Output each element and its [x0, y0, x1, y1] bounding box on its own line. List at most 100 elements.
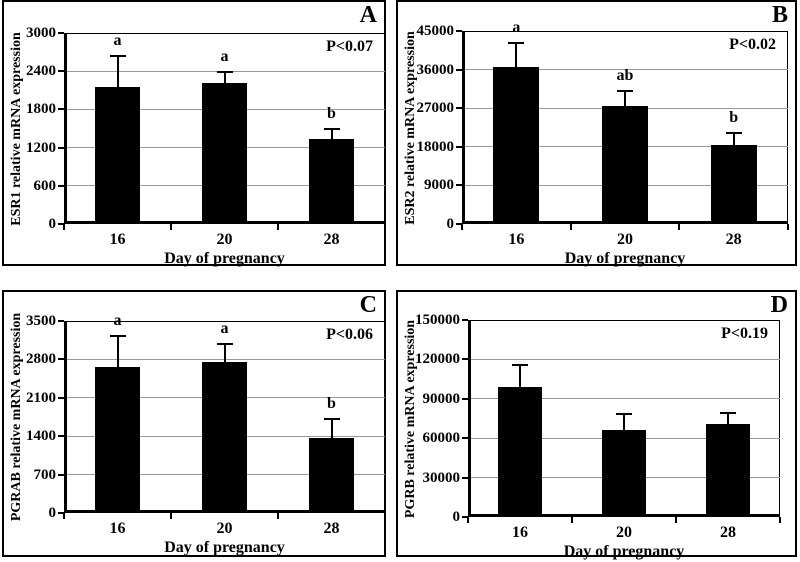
x-tick-mark	[678, 224, 681, 230]
x-tick-label: 20	[216, 520, 233, 537]
y-tick-label: 60000	[422, 430, 461, 447]
y-tick-label: 2400	[26, 63, 56, 80]
y-tick-label: 600	[33, 177, 57, 194]
y-tick-label: 1800	[26, 101, 56, 118]
error-bar-cap	[725, 132, 742, 135]
panel-C: C PGRAB relative mRNA expression P<0.06 …	[2, 290, 386, 557]
y-tick-label: 0	[48, 505, 57, 521]
x-tick-mark	[277, 224, 279, 230]
x-tick-label: 20	[617, 231, 633, 248]
error-bar	[515, 42, 518, 67]
plot-area: P<0.06 a a b	[64, 312, 385, 513]
y-tick-mark	[462, 437, 468, 440]
significance-letter: a	[220, 47, 229, 65]
plot-border-top	[462, 31, 788, 32]
y-tick-mark	[456, 223, 462, 225]
p-value-annotation: P<0.02	[729, 36, 776, 53]
y-axis-label: ESR1 relative mRNA expression	[9, 31, 25, 226]
y-tick-mark	[58, 108, 64, 111]
y-tick-label: 0	[452, 509, 461, 525]
bar	[309, 139, 354, 224]
y-tick-label: 45000	[416, 23, 455, 39]
error-bar-cap	[323, 127, 340, 130]
y-tick-label: 3000	[26, 25, 56, 41]
y-tick-label: 1400	[26, 428, 56, 445]
y-tick-mark	[462, 397, 468, 400]
x-tick-mark	[569, 224, 572, 230]
bar	[95, 87, 140, 224]
error-bar-cap	[109, 335, 126, 338]
y-tick-mark	[58, 512, 64, 514]
error-bar-cap	[216, 70, 233, 73]
x-tick-label: 16	[508, 231, 525, 248]
y-tick-label: 1200	[26, 139, 56, 156]
y-tick-mark	[58, 223, 64, 225]
y-tick-mark	[58, 473, 64, 476]
x-tick-label: 28	[725, 231, 742, 248]
y-tick-label: 18000	[416, 138, 455, 155]
x-axis-title: Day of pregnancy	[164, 539, 285, 556]
bar	[706, 424, 750, 517]
x-axis-line	[468, 514, 780, 517]
significance-letter: b	[729, 109, 739, 127]
plot-border-right	[779, 320, 780, 517]
x-tick-mark	[63, 513, 65, 519]
error-bar-cap	[617, 90, 633, 93]
error-bar	[519, 364, 521, 387]
y-tick-label: 90000	[422, 390, 461, 407]
y-tick-mark	[456, 184, 462, 187]
y-tick-mark	[456, 30, 462, 32]
panel-letter: B	[771, 2, 788, 28]
x-axis-title: Day of pregnancy	[564, 250, 686, 267]
y-tick-label: 36000	[416, 61, 455, 78]
y-tick-label: 0	[48, 216, 57, 232]
y-tick-mark	[462, 319, 468, 321]
bar	[202, 83, 247, 224]
x-tick-mark	[467, 517, 469, 523]
y-axis-label: PGRAB relative mRNA expression	[9, 312, 24, 522]
significance-letter: a	[220, 320, 229, 338]
x-tick-mark	[170, 224, 172, 230]
x-tick-label: 20	[216, 231, 233, 248]
significance-letter: a	[512, 19, 521, 37]
bar	[202, 362, 247, 513]
x-tick-label: 20	[616, 524, 632, 541]
y-tick-mark	[462, 476, 468, 479]
plot-border-top	[64, 33, 385, 34]
plot-border-right	[384, 33, 385, 224]
x-axis-line	[64, 510, 385, 513]
error-bar	[330, 127, 333, 140]
bar	[602, 106, 648, 224]
y-tick-mark	[58, 396, 64, 399]
panel-A: A ESR1 relative mRNA expression P<0.07 a…	[2, 0, 386, 267]
x-axis-line	[462, 221, 788, 224]
x-tick-mark	[170, 513, 172, 519]
x-tick-mark	[277, 513, 279, 519]
error-bar	[623, 412, 625, 431]
y-tick-mark	[58, 32, 64, 34]
y-tick-mark	[462, 516, 468, 518]
gridline	[468, 358, 780, 360]
x-tick-label: 16	[512, 524, 528, 541]
plot-area: P<0.02 a ab b	[462, 19, 788, 224]
error-bar	[116, 335, 119, 368]
error-bar-cap	[616, 412, 632, 415]
bar	[498, 386, 542, 517]
y-axis-line	[468, 320, 471, 517]
x-tick-mark	[571, 517, 573, 523]
plot-area: P<0.07 a a b	[64, 32, 385, 224]
x-axis-line	[64, 221, 385, 224]
plot-border-right	[384, 321, 385, 513]
x-tick-mark	[461, 224, 463, 230]
panel-letter: A	[359, 2, 377, 28]
y-tick-mark	[456, 145, 462, 148]
plot-area: P<0.19	[468, 320, 780, 517]
y-tick-label: 0	[446, 216, 455, 232]
panel-letter: C	[359, 292, 377, 318]
y-tick-mark	[58, 184, 64, 187]
error-bar-cap	[216, 343, 233, 346]
gridline	[462, 69, 788, 71]
y-tick-mark	[58, 358, 64, 361]
y-tick-label: 700	[33, 466, 57, 483]
panel-B: B ESR2 relative mRNA expression P<0.02 a…	[396, 0, 797, 267]
